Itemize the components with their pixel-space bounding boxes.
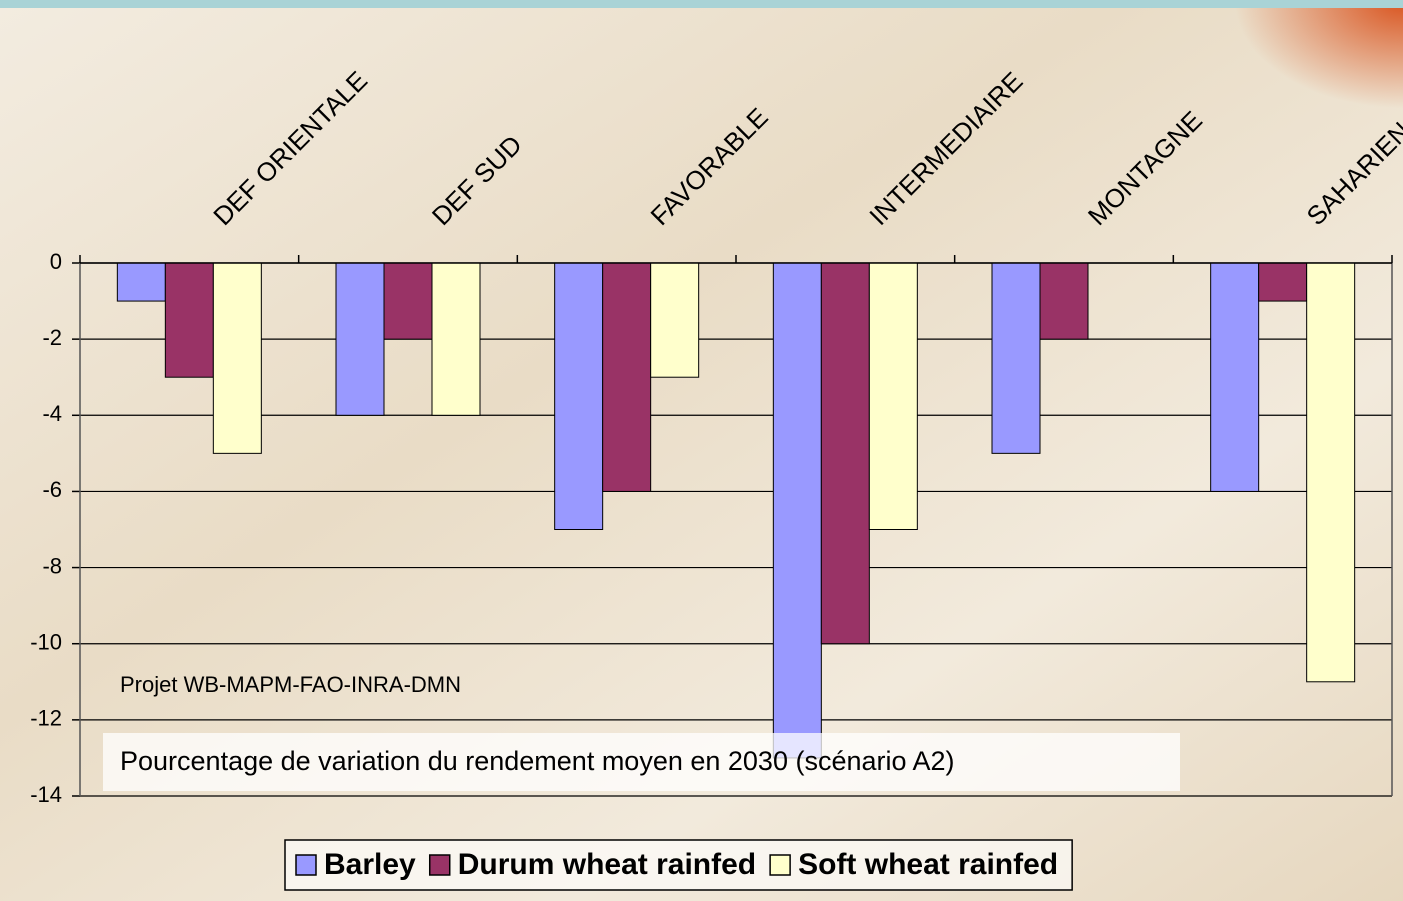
bar — [1040, 263, 1088, 339]
legend-swatch — [430, 855, 450, 875]
bar — [869, 263, 917, 530]
y-tick-label: -14 — [30, 782, 62, 807]
annotation: Projet WB-MAPM-FAO-INRA-DMN — [120, 672, 461, 697]
bar — [1307, 263, 1355, 682]
page: {"chart_data": {"type": "bar", "categori… — [0, 0, 1403, 901]
chart: 0-2-4-6-8-10-12-14DEF ORIENTALEDEF SUDFA… — [0, 0, 1403, 901]
legend-swatch — [770, 855, 790, 875]
bar — [651, 263, 699, 377]
y-tick-label: -2 — [42, 325, 62, 350]
bar — [773, 263, 821, 758]
legend-label: Soft wheat rainfed — [798, 848, 1058, 881]
legend-swatch — [296, 855, 316, 875]
bar — [384, 263, 432, 339]
bar — [603, 263, 651, 491]
bar — [821, 263, 869, 644]
bar — [432, 263, 480, 415]
y-tick-label: 0 — [50, 249, 62, 274]
bar — [165, 263, 213, 377]
annotation: Pourcentage de variation du rendement mo… — [120, 746, 955, 776]
y-tick-label: -4 — [42, 401, 62, 426]
top-strip — [0, 0, 1403, 8]
bar — [1211, 263, 1259, 491]
legend-label: Durum wheat rainfed — [458, 848, 756, 881]
bar — [1259, 263, 1307, 301]
y-tick-label: -8 — [42, 553, 62, 578]
bar — [992, 263, 1040, 453]
y-tick-label: -6 — [42, 477, 62, 502]
y-tick-label: -12 — [30, 706, 62, 731]
bar — [117, 263, 165, 301]
bar — [213, 263, 261, 453]
y-tick-label: -10 — [30, 630, 62, 655]
bar — [555, 263, 603, 530]
legend-label: Barley — [324, 848, 416, 881]
bar — [336, 263, 384, 415]
